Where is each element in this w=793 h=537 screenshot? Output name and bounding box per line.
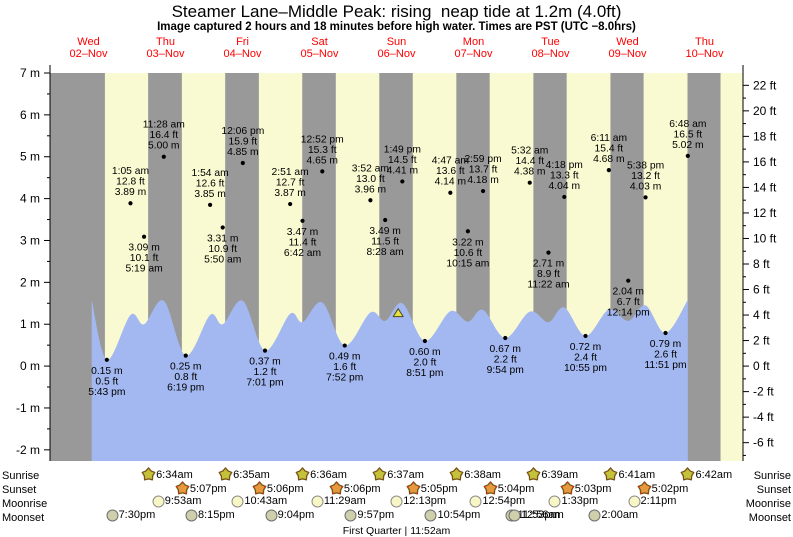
svg-text:20 ft: 20 ft <box>753 104 777 118</box>
svg-text:22 ft: 22 ft <box>753 78 777 92</box>
svg-text:16 ft: 16 ft <box>753 155 777 169</box>
svg-text:7 m: 7 m <box>20 66 40 80</box>
svg-text:1 m: 1 m <box>20 317 40 331</box>
svg-text:8 ft: 8 ft <box>753 257 770 271</box>
svg-text:0 ft: 0 ft <box>753 359 770 373</box>
svg-text:2 ft: 2 ft <box>753 334 770 348</box>
svg-text:0 m: 0 m <box>20 359 40 373</box>
svg-text:-2 m: -2 m <box>16 443 40 457</box>
svg-text:10 ft: 10 ft <box>753 231 777 245</box>
svg-text:3.47 m11.4 ft6:42 am: 3.47 m 11.4 ft 6:42 am <box>284 227 321 259</box>
svg-text:-6 ft: -6 ft <box>753 436 774 450</box>
svg-text:18 ft: 18 ft <box>753 129 777 143</box>
svg-text:6 ft: 6 ft <box>753 283 770 297</box>
svg-text:-4 ft: -4 ft <box>753 410 774 424</box>
svg-text:4 m: 4 m <box>20 192 40 206</box>
svg-text:2 m: 2 m <box>20 275 40 289</box>
svg-text:14 ft: 14 ft <box>753 180 777 194</box>
svg-text:-1 m: -1 m <box>16 401 40 415</box>
svg-text:3.49 m11.5 ft8:28 am: 3.49 m 11.5 ft 8:28 am <box>367 226 404 258</box>
svg-text:-2 ft: -2 ft <box>753 385 774 399</box>
svg-text:4 ft: 4 ft <box>753 308 770 322</box>
svg-text:3 m: 3 m <box>20 233 40 247</box>
svg-text:12 ft: 12 ft <box>753 206 777 220</box>
svg-text:3.31 m10.9 ft5:50 am: 3.31 m 10.9 ft 5:50 am <box>204 234 241 266</box>
svg-text:6 m: 6 m <box>20 108 40 122</box>
svg-text:3.09 m10.1 ft5:19 am: 3.09 m 10.1 ft 5:19 am <box>125 243 162 275</box>
svg-text:5 m: 5 m <box>20 150 40 164</box>
